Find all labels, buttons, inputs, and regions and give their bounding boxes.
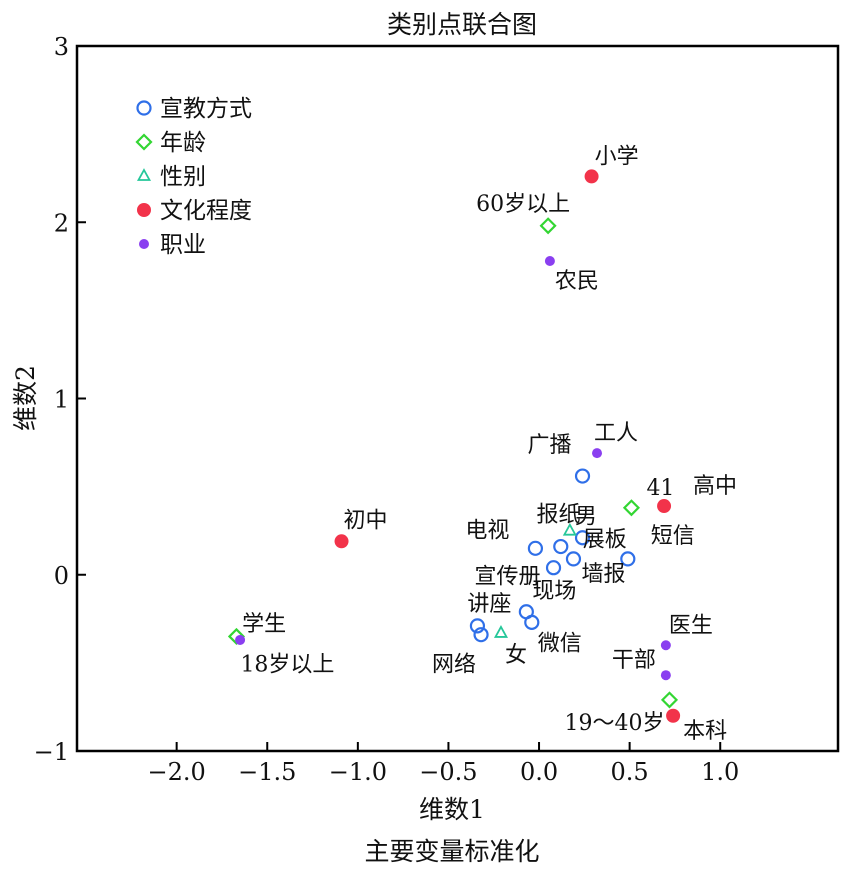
x-tick-label: −2.0 <box>148 758 206 786</box>
point-label: 医生 <box>669 613 713 638</box>
legend-marker <box>137 203 151 217</box>
x-tick-label: −1.5 <box>238 758 296 786</box>
legend-marker <box>135 133 153 151</box>
data-points <box>227 169 681 723</box>
x-axis-label: 维数1 <box>419 795 485 824</box>
data-point <box>660 640 671 651</box>
data-point <box>539 217 557 235</box>
point-label: 60岁以上 <box>476 192 570 217</box>
data-point <box>666 708 681 723</box>
y-tick-label: 3 <box>54 33 69 61</box>
legend-label: 文化程度 <box>160 198 252 224</box>
legend-label: 性别 <box>160 164 206 190</box>
data-point <box>660 670 671 681</box>
chart-title: 类别点联合图 <box>387 10 537 39</box>
data-point <box>657 499 672 514</box>
y-axis-ticks: −1 0 1 2 3 <box>34 33 86 766</box>
legend-marker <box>139 239 149 249</box>
point-label: 广播 <box>528 433 572 458</box>
y-tick-label: −1 <box>34 738 69 766</box>
point-label: 小学 <box>595 144 639 169</box>
point-label: 讲座 <box>467 592 511 617</box>
x-tick-label: 0.0 <box>520 758 558 786</box>
data-point <box>227 627 246 645</box>
data-point <box>524 614 540 630</box>
x-tick-label: 1.0 <box>701 758 739 786</box>
x-tick-label: 0.5 <box>611 758 649 786</box>
data-point <box>553 538 569 555</box>
data-point <box>574 468 591 484</box>
data-point <box>565 551 582 567</box>
point-label: 现场 <box>532 579 576 604</box>
data-point <box>574 530 591 546</box>
data-point <box>592 448 603 459</box>
data-point <box>544 256 555 267</box>
data-point <box>660 691 679 709</box>
point-label: 报纸 <box>537 503 581 528</box>
point-label: 墙报 <box>581 562 625 587</box>
y-tick-label: 0 <box>54 562 69 590</box>
point-label: 干部 <box>612 648 656 673</box>
data-point <box>493 625 509 638</box>
point-label: 18岁以上 <box>240 652 334 677</box>
point-label: 农民 <box>555 269 599 294</box>
point-label: 本科 <box>683 719 727 744</box>
legend-label: 职业 <box>160 232 206 258</box>
point-label: 工人 <box>594 421 638 446</box>
data-point <box>562 522 577 536</box>
y-tick-label: 1 <box>54 386 69 414</box>
point-label: 女 <box>505 643 527 668</box>
data-point <box>620 551 636 567</box>
chart-footnote: 主要变量标准化 <box>364 837 539 866</box>
point-label: 网络 <box>432 653 476 678</box>
point-label: 短信 <box>651 524 695 549</box>
point-label: 学生 <box>242 612 286 637</box>
point-label: 电视 <box>465 518 509 543</box>
data-point <box>622 499 640 517</box>
x-tick-label: −1.0 <box>329 758 387 786</box>
data-point <box>469 618 486 634</box>
legend-label: 宣教方式 <box>160 96 252 122</box>
point-label: 19～40岁 <box>564 711 664 736</box>
point-label: 高中 <box>693 474 737 499</box>
point-label: 宣传册 <box>475 565 541 590</box>
data-point <box>527 540 544 556</box>
y-tick-label: 2 <box>54 209 69 237</box>
point-label: 男 <box>575 505 597 530</box>
point-label: 展板 <box>583 528 627 553</box>
point-label: 初中 <box>344 508 388 533</box>
point-label: 微信 <box>538 631 582 656</box>
legend-marker <box>136 168 152 181</box>
data-point <box>235 634 246 645</box>
point-label: 41 <box>646 476 674 501</box>
data-point <box>545 560 562 576</box>
data-point <box>584 169 599 184</box>
legend-marker <box>136 100 152 116</box>
data-point <box>334 534 349 549</box>
x-tick-label: −0.5 <box>419 758 477 786</box>
y-axis-label: 维数2 <box>11 365 40 431</box>
x-axis-ticks: −2.0 −1.5 −1.0 −0.5 0.0 0.5 1.0 <box>148 742 739 786</box>
data-point <box>473 627 489 643</box>
legend-label: 年龄 <box>160 130 206 156</box>
